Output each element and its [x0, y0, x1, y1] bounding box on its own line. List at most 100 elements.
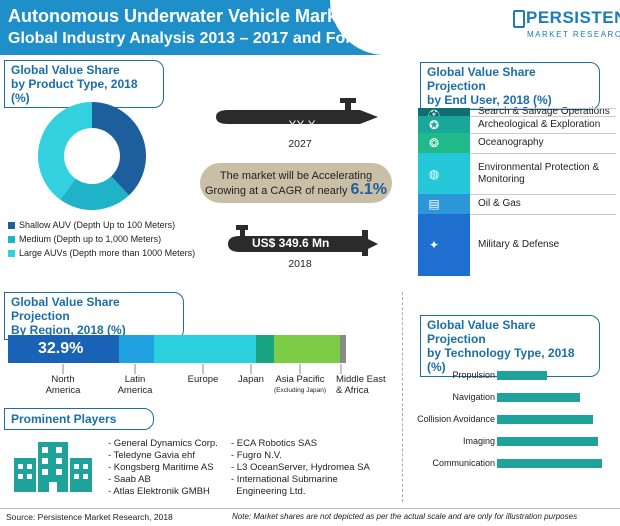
player-item: - International Submarine: [231, 474, 338, 485]
donut-slice: [92, 102, 146, 196]
legend-entry: Medium (Depth up to 1,000 Meters): [8, 234, 195, 244]
legend-entry: Large AUVs (Depth more than 1000 Meters): [8, 248, 195, 258]
end-user-label: Environmental Protection & Monitoring: [478, 161, 600, 185]
region-label-la-line2: America: [117, 385, 153, 396]
vertical-divider: [402, 292, 403, 502]
header-logo-area: [330, 0, 620, 55]
auv-silhouette-2018: [228, 225, 378, 256]
product-type-legend: Shallow AUV (Depth Up to 100 Meters) Medi…: [8, 220, 195, 262]
player-item: Engineering Ltd.: [231, 486, 306, 497]
donut-slice: [60, 176, 129, 210]
product-type-donut-chart: [37, 102, 146, 210]
end-user-segment: ✦: [418, 213, 470, 276]
logo-text: PERSISTENCE: [526, 8, 620, 27]
compass-icon: ✪: [428, 117, 440, 132]
tech-label: Collision Avoidance: [417, 414, 495, 424]
tech-bar: [497, 415, 594, 424]
end-user-divider: [470, 213, 616, 215]
technology-bar-chart: Propulsion Navigation Collision Avoidance I…: [400, 370, 618, 480]
player-item: - General Dynamics Corp.: [108, 438, 218, 449]
legend-swatch: [8, 235, 15, 243]
cagr-callout: The market will be Accelerating Growing …: [200, 163, 392, 203]
end-user-label: Military & Defense: [478, 238, 560, 250]
product-type-title-line2: by Product Type, 2018 (%): [11, 77, 138, 105]
end-user-label: Oil & Gas: [478, 197, 521, 209]
region-label-apac-line2: (Excluding Japan): [273, 387, 327, 394]
region-tick-marks: [62, 364, 342, 374]
footer: Source: Persistence Market Research, 201…: [0, 508, 620, 526]
region-label-latin-america: Latin America: [112, 374, 158, 396]
logo-mark: [513, 10, 525, 28]
region-label-na-line2: America: [45, 385, 81, 396]
region-segment: [8, 335, 120, 363]
footer-source: Source: Persistence Market Research, 201…: [6, 512, 173, 522]
end-user-chart: ⛑ Search & Salvage Operations ✪ Archeologic…: [418, 106, 618, 276]
end-user-title: Global Value Share Projection by End Use…: [420, 62, 600, 110]
player-item: - Teledyne Gavia ehf: [108, 450, 195, 461]
player-item: - ECA Robotics SAS: [231, 438, 318, 449]
technology-title-line1: Global Value Share Projection: [427, 318, 536, 346]
tech-bar: [497, 393, 580, 402]
region-label-mea-line1: Middle East: [336, 374, 386, 385]
region-stacked-bar: [8, 335, 346, 363]
tech-label: Imaging: [462, 436, 495, 446]
year-2018: 2018: [288, 258, 312, 270]
legend-swatch: [8, 221, 15, 229]
region-title-line1: Global Value Share Projection: [11, 295, 120, 323]
region-label-japan: Japan: [238, 374, 264, 385]
region-title: Global Value Share Projection By Region,…: [4, 292, 184, 340]
end-user-divider: [470, 116, 616, 118]
region-label-mea-line2: & Africa: [336, 385, 369, 396]
cagr-line1: The market will be Accelerating: [219, 170, 373, 182]
cagr-line2: Growing at a CAGR of nearly: [205, 185, 348, 197]
tech-bar: [497, 437, 598, 446]
players-column-1: - General Dynamics Corp. - Teledyne Gavi…: [108, 438, 218, 498]
globe-icon: ◍: [428, 166, 440, 181]
product-type-title: Global Value Share by Product Type, 2018…: [4, 60, 164, 108]
end-user-segment: ◍: [418, 153, 470, 194]
end-user-title-line1: Global Value Share Projection: [427, 65, 536, 93]
value-2027: XX.X: [288, 118, 316, 132]
legend-entry: Shallow AUV (Depth Up to 100 Meters): [8, 220, 195, 230]
end-user-label: Search & Salvage Operations: [478, 106, 610, 118]
player-item: - Atlas Elektronik GMBH: [108, 486, 210, 497]
technology-title: Global Value Share Projection by Technol…: [420, 315, 600, 377]
page-title: Autonomous Underwater Vehicle Market:: [8, 6, 360, 26]
legend-label: Shallow AUV (Depth Up to 100 Meters): [19, 220, 176, 230]
tech-label: Communication: [432, 458, 495, 468]
tech-bar: [497, 371, 548, 380]
end-user-segment: ❂: [418, 133, 470, 154]
players-column-2: - ECA Robotics SAS - Fugro N.V. - L3 Oce…: [231, 438, 370, 498]
tech-label: Navigation: [452, 392, 495, 402]
players-title: Prominent Players: [4, 408, 154, 430]
region-highlight-value: 32.9%: [38, 340, 84, 357]
region-segment: [340, 335, 346, 363]
end-user-divider: [470, 108, 616, 109]
end-user-label: Archeological & Exploration: [478, 118, 601, 130]
region-title-line2: By Region, 2018 (%): [11, 323, 126, 337]
region-segment: [119, 335, 154, 363]
technology-title-line2: by Technology Type, 2018 (%): [427, 346, 575, 374]
region-segment: [273, 335, 341, 363]
legend-swatch: [8, 249, 15, 257]
end-user-divider: [470, 133, 616, 135]
product-type-title-line1: Global Value Share: [11, 63, 120, 77]
region-label-apac: Asia Pacific (Excluding Japan): [268, 374, 332, 396]
fish-icon: ❂: [428, 136, 440, 151]
end-user-segment: ▤: [418, 193, 470, 214]
page-subtitle: Global Industry Analysis 2013 – 2017 and…: [8, 30, 491, 47]
soldier-icon: ✦: [428, 237, 440, 252]
region-label-mea: Middle East & Africa: [336, 374, 394, 396]
region-label-apac-line1: Asia Pacific: [275, 374, 325, 385]
region-label-north-america: North America: [40, 374, 86, 396]
buildings-icon: [14, 442, 92, 492]
tech-bar: [497, 459, 603, 468]
end-user-divider: [470, 153, 616, 155]
legend-label: Medium (Depth up to 1,000 Meters): [19, 234, 162, 244]
footer-note: Note: Market shares are not depicted as …: [232, 512, 578, 521]
cagr-value: 6.1%: [350, 181, 387, 198]
end-user-segment: ⛑: [418, 108, 470, 123]
end-user-label: Oceanography: [478, 137, 544, 149]
region-label-na-line1: North: [51, 374, 75, 385]
player-item: - Saab AB: [108, 474, 151, 485]
